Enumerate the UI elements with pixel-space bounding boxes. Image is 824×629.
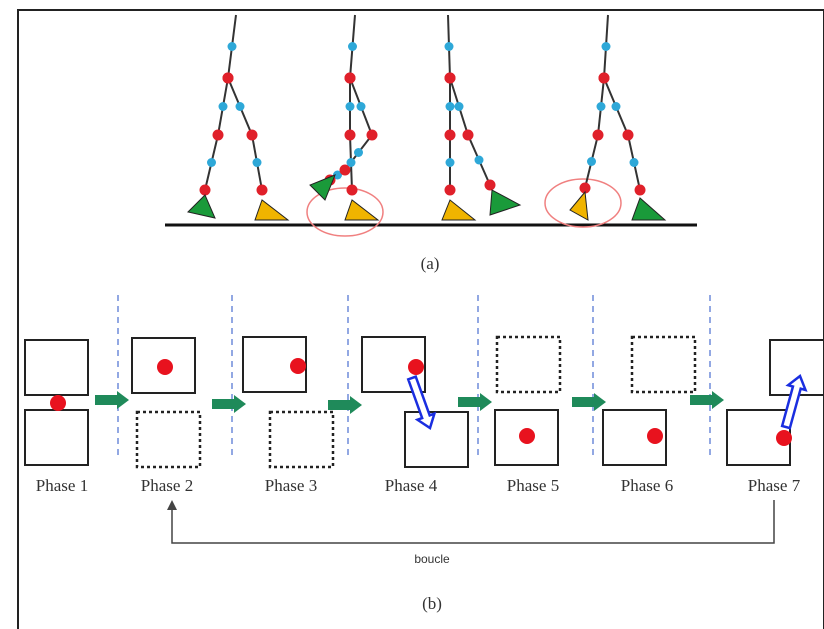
foot-yellow — [442, 200, 475, 220]
loop-label: boucle — [414, 552, 450, 566]
joint — [367, 130, 378, 141]
box — [25, 340, 88, 395]
sensor — [455, 102, 464, 111]
sensor — [446, 158, 455, 167]
foot-yellow — [255, 200, 288, 220]
joint — [599, 73, 610, 84]
phase-arrow — [95, 391, 129, 409]
sensor — [597, 102, 606, 111]
phase-label: Phase 5 — [507, 476, 559, 495]
sensor — [236, 102, 245, 111]
sensor — [346, 102, 355, 111]
phase-arrow — [572, 393, 606, 411]
joint — [463, 130, 474, 141]
foot-green — [632, 198, 665, 220]
empty-box — [632, 337, 695, 392]
phase-label: Phase 2 — [141, 476, 193, 495]
empty-box — [497, 337, 560, 392]
foot-green — [310, 175, 335, 200]
contact-dot — [776, 430, 792, 446]
phase-label: Phase 6 — [621, 476, 673, 495]
sensor — [228, 42, 237, 51]
sensor — [219, 102, 228, 111]
label-b: (b) — [422, 594, 442, 613]
joint — [347, 185, 358, 196]
contact-dot — [519, 428, 535, 444]
loop-arrowhead — [167, 500, 177, 510]
sensor — [602, 42, 611, 51]
phase-label: Phase 1 — [36, 476, 88, 495]
loop-line — [172, 500, 774, 543]
joint — [445, 73, 456, 84]
sensor — [475, 156, 484, 165]
empty-box — [270, 412, 333, 467]
joint — [445, 185, 456, 196]
joint — [635, 185, 646, 196]
sensor — [445, 42, 454, 51]
phase-arrow — [690, 391, 724, 409]
empty-box — [137, 412, 200, 467]
sensor — [630, 158, 639, 167]
phase-label: Phase 7 — [748, 476, 801, 495]
contact-dot — [408, 359, 424, 375]
figure: (a) (b) boucle Phase 1 Phase 2 Phase 3 Phas… — [0, 0, 824, 629]
joint — [223, 73, 234, 84]
phase-arrow — [328, 396, 362, 414]
motion-arrow — [777, 374, 808, 430]
joint — [257, 185, 268, 196]
frame — [18, 10, 824, 629]
sensor — [357, 102, 366, 111]
sensor — [253, 158, 262, 167]
foot-yellow — [345, 200, 378, 220]
limb — [604, 78, 640, 190]
sensor — [612, 102, 621, 111]
phase-arrow — [212, 395, 246, 413]
contact-dot — [647, 428, 663, 444]
contact-dot — [157, 359, 173, 375]
motion-arrow — [404, 375, 439, 431]
joint — [485, 180, 496, 191]
label-a: (a) — [421, 254, 440, 273]
box — [405, 412, 468, 467]
contact-dot — [290, 358, 306, 374]
joint — [445, 130, 456, 141]
sensor — [348, 42, 357, 51]
phase-arrow — [458, 393, 492, 411]
phase-label: Phase 3 — [265, 476, 317, 495]
sensor — [446, 102, 455, 111]
highlight-ellipse — [307, 188, 383, 236]
sensor — [207, 158, 216, 167]
contact-dot — [50, 395, 66, 411]
joint — [213, 130, 224, 141]
joint — [247, 130, 258, 141]
phase-label: Phase 4 — [385, 476, 438, 495]
joint — [623, 130, 634, 141]
foot-green — [188, 195, 215, 218]
sensor — [347, 158, 356, 167]
box — [25, 410, 88, 465]
sensor — [354, 148, 363, 157]
joint — [345, 73, 356, 84]
joint — [200, 185, 211, 196]
joint — [345, 130, 356, 141]
foot-green — [490, 190, 520, 215]
sensor — [587, 157, 596, 166]
joint — [593, 130, 604, 141]
foot-yellow — [570, 192, 588, 220]
